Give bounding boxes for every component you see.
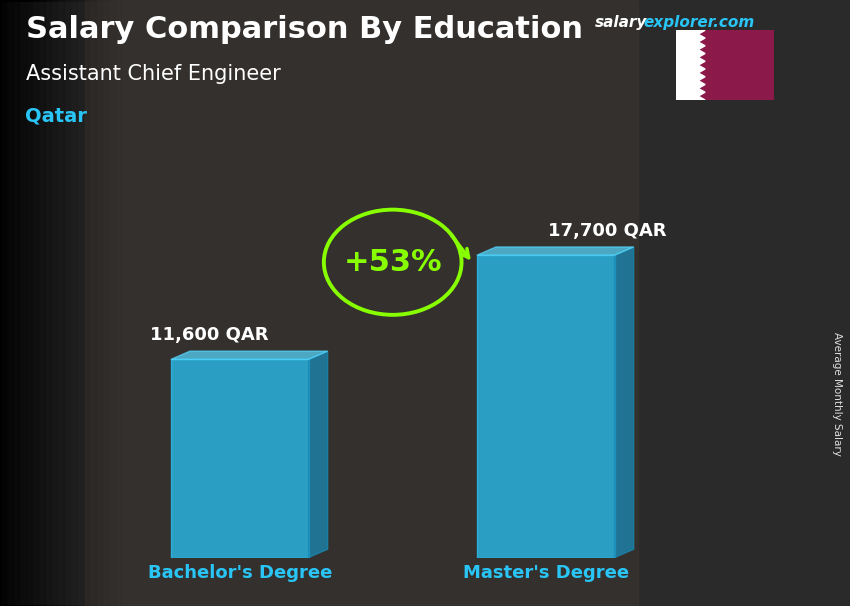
Polygon shape	[477, 255, 615, 558]
Text: Salary Comparison By Education: Salary Comparison By Education	[26, 15, 582, 44]
Text: 11,600 QAR: 11,600 QAR	[150, 327, 269, 344]
Polygon shape	[171, 359, 309, 558]
Polygon shape	[309, 351, 327, 558]
Text: salary: salary	[595, 15, 648, 30]
Bar	[0, 0, 44, 606]
Text: Assistant Chief Engineer: Assistant Chief Engineer	[26, 64, 280, 84]
Bar	[0, 0, 13, 606]
Text: explorer.com: explorer.com	[643, 15, 755, 30]
Text: Master's Degree: Master's Degree	[462, 564, 629, 582]
Bar	[0, 0, 102, 606]
Bar	[0, 0, 82, 606]
Bar	[85, 0, 638, 606]
Polygon shape	[615, 247, 634, 558]
Bar	[0, 0, 95, 606]
Bar	[0, 0, 58, 606]
Bar	[0, 0, 89, 606]
Bar	[0, 0, 64, 606]
Text: Bachelor's Degree: Bachelor's Degree	[148, 564, 332, 582]
Bar	[0, 0, 32, 606]
Text: Average Monthly Salary: Average Monthly Salary	[832, 332, 842, 456]
Bar	[0, 0, 51, 606]
Text: +53%: +53%	[343, 248, 442, 277]
Bar	[0, 0, 76, 606]
Bar	[0, 0, 19, 606]
Text: Qatar: Qatar	[26, 106, 88, 125]
Bar	[0, 0, 109, 606]
Text: 17,700 QAR: 17,700 QAR	[547, 222, 666, 240]
Bar	[0, 0, 38, 606]
Bar	[0, 0, 70, 606]
Bar	[0, 0, 121, 606]
Bar	[0, 0, 26, 606]
Polygon shape	[171, 351, 327, 359]
Bar	[0, 0, 7, 606]
Polygon shape	[676, 30, 705, 100]
Bar	[0, 0, 115, 606]
Polygon shape	[477, 247, 634, 255]
